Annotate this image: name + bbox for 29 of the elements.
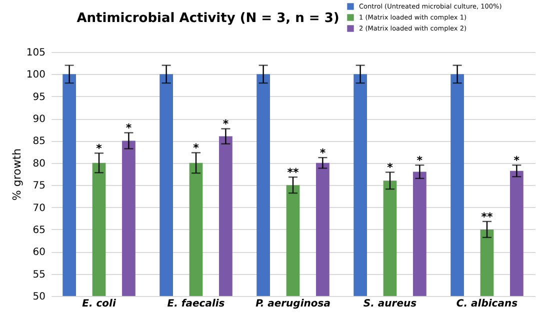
y-tick-label: 90 [32,114,46,126]
data-label: * [416,154,423,168]
data-label: * [222,118,229,131]
x-tick-label: E. faecalis [167,298,225,310]
data-label: ** [481,210,493,224]
data-label: ** [287,166,299,180]
data-label: * [96,142,102,156]
chart-title: Antimicrobial Activity (N = 3, n = 3) [76,11,340,26]
y-tick-label: 105 [26,48,46,58]
y-tick-label: 70 [32,202,46,214]
y-tick-label: 60 [32,247,46,258]
y-tick-label: 85 [32,136,46,148]
data-label: * [387,161,394,174]
y-tick-label: 55 [32,269,46,280]
data-label: * [514,154,520,168]
x-tick-label: S. aureus [363,298,417,310]
x-tick-label: C. albicans [456,298,518,310]
x-tick-label: E. coli [82,298,116,310]
y-tick-label: 80 [32,158,46,170]
x-tick-label: P. aeruginosa [256,298,331,310]
y-axis-title: % growth [10,148,24,201]
y-tick-label: 75 [32,180,46,192]
y-tick-label: 95 [32,92,46,103]
data-label: * [320,146,326,160]
y-tick-label: 65 [32,224,46,236]
y-tick-label: 50 [32,292,46,302]
y-tick-label: 100 [26,70,46,81]
data-label: * [193,142,200,155]
data-label: * [126,122,132,135]
